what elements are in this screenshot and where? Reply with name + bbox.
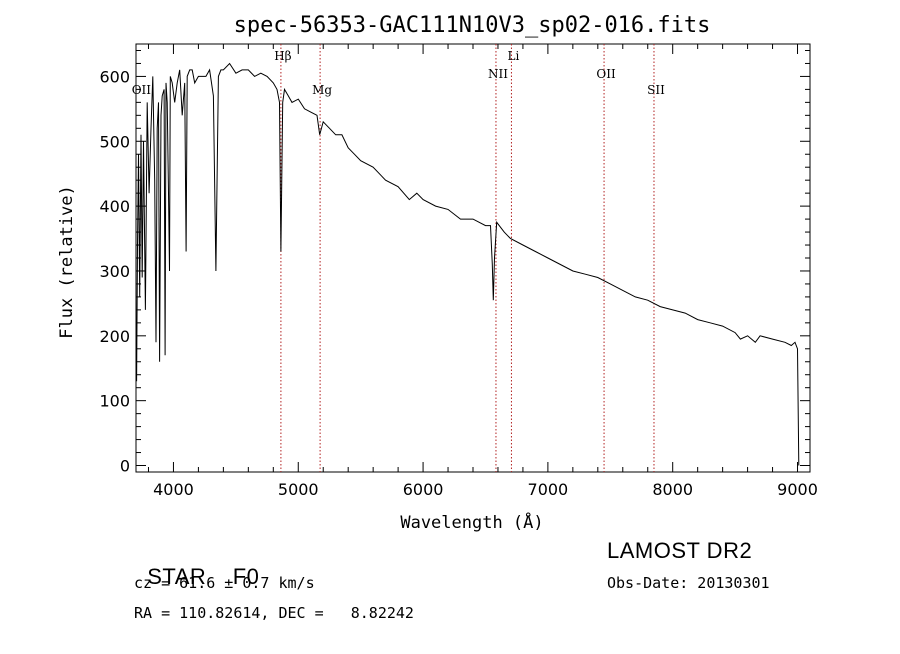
survey-name: LAMOST DR2 [607,538,753,563]
x-tick-label-7000: 7000 [528,480,569,499]
marker-label-1: Hβ [274,49,291,63]
spectrum-series-line [136,62,800,466]
observation-date: Obs-Date: 20130301 [607,574,770,592]
plot-frame [135,43,811,473]
marker-label-2: Mg [312,83,332,97]
marker-label-5: OII [596,67,616,81]
y-axis-label: Flux (relative) [57,185,77,339]
y-tick-label-600: 600 [99,67,130,86]
chart-title: spec-56353-GAC111N10V3_sp02-016.fits [234,13,711,38]
y-tick-label-300: 300 [99,262,130,281]
x-axis-label: Wavelength (Å) [400,511,543,533]
y-tick-label-200: 200 [99,327,130,346]
object-class: STAR F0 [134,538,259,590]
marker-label-4: Li [508,49,520,63]
sky-coordinates: RA = 110.82614, DEC = 8.82242 [134,604,414,622]
object-class-label: STAR [147,564,207,589]
x-tick-label-9000: 9000 [777,480,818,499]
object-subclass: F0 [232,564,260,589]
x-tick-label-6000: 6000 [403,480,444,499]
x-tick-label-8000: 8000 [652,480,693,499]
y-tick-label-500: 500 [99,132,130,151]
marker-label-3: NII [488,67,508,81]
x-tick-label-5000: 5000 [278,480,319,499]
redshift-velocity: cz = 61.6 ± 0.7 km/s [134,574,315,592]
marker-label-6: SII [647,83,665,97]
y-tick-label-400: 400 [99,197,130,216]
x-tick-label-4000: 4000 [153,480,194,499]
axis-ticks: 4000 5000 6000 7000 8000 9000 0 100 200 300 400 500… [99,44,818,499]
marker-label-0: OII [132,83,152,97]
y-tick-label-100: 100 [99,392,130,411]
y-tick-label-0: 0 [120,457,130,476]
